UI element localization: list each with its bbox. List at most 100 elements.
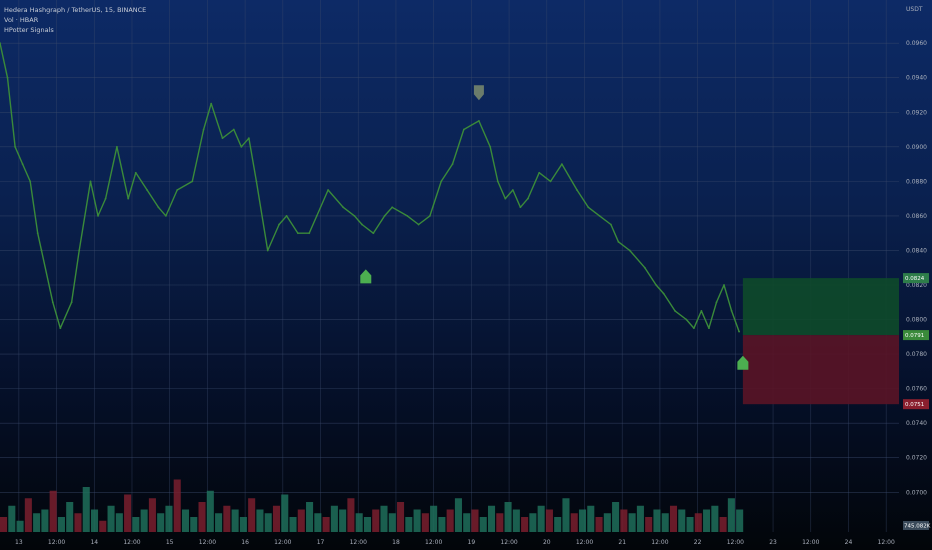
- price-point: [609, 223, 612, 226]
- volume-bar: [653, 509, 661, 532]
- volume-bar: [413, 509, 421, 532]
- loss-zone: [742, 335, 899, 405]
- volume-bar: [645, 517, 653, 532]
- x-tick-label: 19: [468, 539, 476, 546]
- y-tick-label: 0.0760: [906, 386, 927, 393]
- price-point: [97, 215, 99, 217]
- volume-bar: [66, 502, 74, 532]
- volume-bar: [107, 505, 115, 532]
- price-point: [240, 145, 243, 148]
- volume-bar: [231, 509, 239, 532]
- price-tag-layer: 0.0824 0.0791 0.0751 745.082K: [903, 273, 931, 530]
- volume-bar: [595, 517, 603, 532]
- price-point: [308, 232, 311, 235]
- price-point: [146, 189, 148, 191]
- price-point: [576, 189, 578, 191]
- volume-bar: [347, 498, 355, 532]
- volume-bar: [562, 498, 570, 532]
- y-tick-label: 0.0880: [906, 178, 927, 185]
- volume-bar: [694, 513, 702, 532]
- price-point: [406, 215, 409, 217]
- volume-layer: [0, 479, 744, 532]
- y-tick-label: 0.0860: [906, 213, 927, 220]
- price-point: [247, 137, 250, 140]
- x-tick-label: 12:00: [727, 539, 744, 546]
- volume-bar: [173, 479, 181, 532]
- volume-bar: [380, 505, 388, 532]
- volume-bar: [430, 505, 438, 532]
- price-point: [504, 197, 507, 200]
- y-tick-label: 0.0960: [906, 40, 927, 47]
- price-point: [560, 163, 563, 165]
- price-point: [655, 284, 658, 286]
- volume-bar: [545, 509, 553, 532]
- volume-bar: [711, 505, 719, 532]
- volume-bar: [521, 517, 529, 532]
- price-point: [127, 197, 130, 200]
- price-point: [511, 189, 514, 191]
- x-tick-label: 12:00: [350, 539, 367, 546]
- x-tick-label: 12:00: [425, 539, 442, 546]
- price-point: [51, 301, 54, 304]
- price-point: [165, 215, 167, 217]
- price-point: [36, 232, 39, 235]
- price-point: [730, 310, 733, 312]
- volume-bar: [16, 520, 24, 532]
- price-point: [327, 189, 329, 191]
- volume-bar: [636, 505, 644, 532]
- price-series-line: [0, 43, 740, 332]
- volume-bar: [124, 494, 132, 532]
- x-tick-label: 12:00: [48, 539, 65, 546]
- x-tick-label: 17: [317, 539, 325, 546]
- y-tick-label: 0.0820: [906, 282, 927, 289]
- volume-bar: [322, 517, 330, 532]
- price-point: [59, 327, 62, 330]
- y-tick-label: 0.0940: [906, 75, 927, 82]
- price-point: [692, 327, 695, 330]
- volume-bar: [438, 517, 446, 532]
- y-tick-label: 0.0920: [906, 109, 927, 116]
- price-point: [315, 215, 318, 217]
- volume-bar: [57, 517, 65, 532]
- price-point: [285, 215, 288, 217]
- volume-bar: [388, 513, 396, 532]
- price-point: [89, 180, 92, 183]
- price-point: [14, 145, 16, 148]
- price-point: [278, 223, 280, 226]
- buy-signal-marker: [737, 355, 749, 370]
- legend-symbol-line[interactable]: Hedera Hashgraph / TetherUS, 15, BINANCE: [4, 6, 147, 14]
- grid-layer: [0, 0, 899, 532]
- buy-signal-marker: [360, 269, 372, 284]
- price-point: [451, 163, 454, 165]
- price-point: [462, 128, 465, 131]
- price-point: [29, 180, 32, 183]
- chart-legend: Hedera Hashgraph / TetherUS, 15, BINANCE…: [4, 5, 146, 35]
- price-point: [527, 197, 529, 200]
- legend-indicator-line[interactable]: HPotter Signals: [4, 26, 54, 34]
- y-tick-label: 0.0900: [906, 144, 927, 151]
- x-tick-label: 13: [15, 539, 23, 546]
- y-tick-label: 0.0720: [906, 455, 927, 462]
- price-point: [598, 215, 601, 217]
- volume-bar: [454, 498, 462, 532]
- volume-bar: [603, 513, 611, 532]
- volume-bar: [405, 517, 413, 532]
- profit-zone: [742, 278, 899, 336]
- price-point: [361, 223, 363, 226]
- x-tick-label: 16: [241, 539, 249, 546]
- x-tick-label: 20: [543, 539, 551, 546]
- x-tick-label: 12:00: [651, 539, 668, 546]
- legend-volume-line[interactable]: Vol · HBAR: [4, 16, 39, 24]
- volume-bar: [570, 513, 578, 532]
- price-point: [662, 292, 665, 295]
- price-point: [496, 180, 499, 183]
- price-point: [353, 215, 356, 217]
- volume-bar: [248, 498, 256, 532]
- volume-bar: [33, 513, 41, 532]
- volume-bar: [90, 509, 99, 532]
- price-point: [0, 42, 1, 45]
- x-tick-label: 12:00: [878, 539, 895, 546]
- volume-bar: [578, 509, 587, 532]
